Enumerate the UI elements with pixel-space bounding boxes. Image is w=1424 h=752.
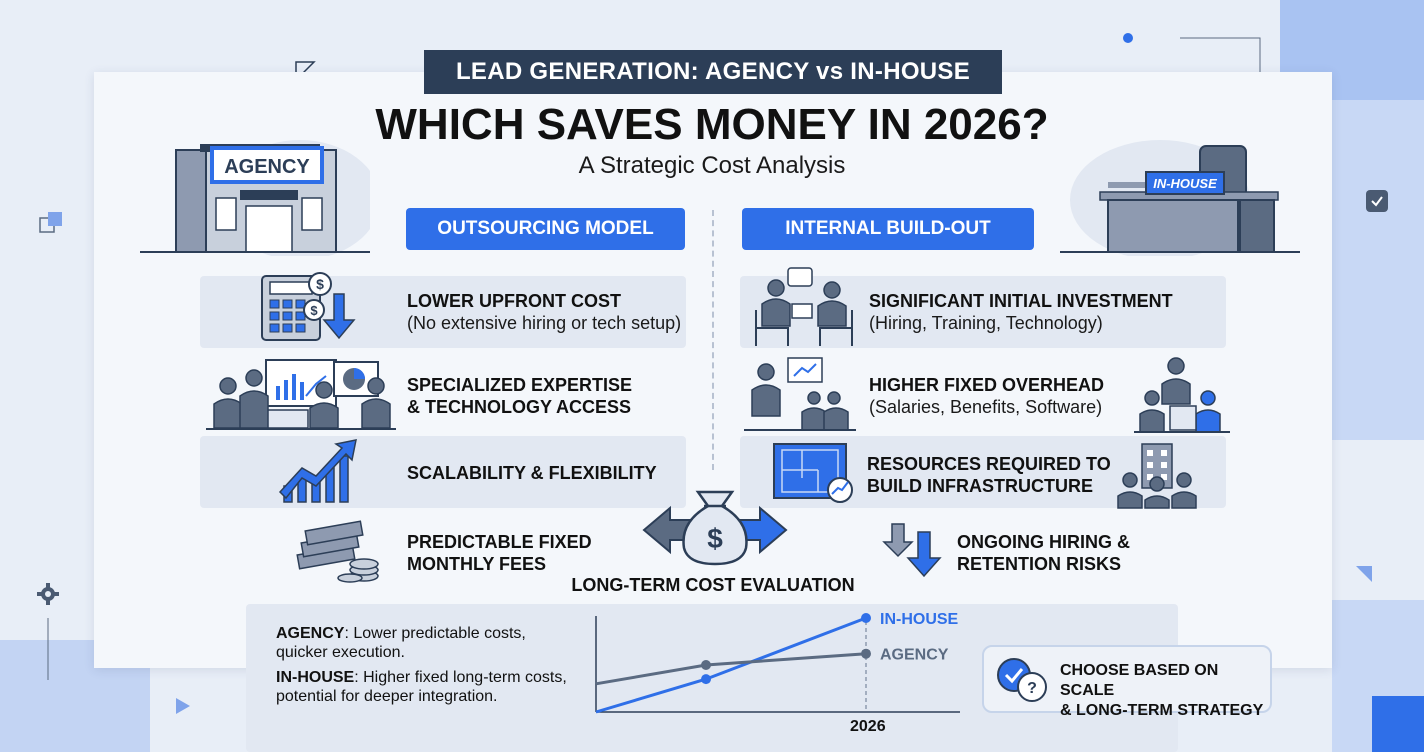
row-title: LOWER UPFRONT COST (407, 291, 621, 311)
x-marker-label: 2026 (850, 718, 886, 735)
agency-summary-text: : Lower predictable costs, quicker execu… (276, 625, 526, 661)
inhouse-row-1-text: SIGNIFICANT INITIAL INVESTMENT (Hiring, … (869, 290, 1173, 334)
choose-strategy-box: ? CHOOSE BASED ON SCALE & LONG-TERM STRA… (982, 645, 1272, 719)
inhouse-summary-label: IN-HOUSE (276, 669, 355, 686)
meeting-icon (744, 357, 856, 431)
row-subtitle: (Hiring, Training, Technology) (869, 313, 1103, 333)
outsourcing-model-pill: OUTSOURCING MODEL (406, 208, 685, 250)
inhouse-summary: IN-HOUSE: Higher fixed long-term costs, … (276, 668, 586, 706)
team-presentation-icon (206, 359, 396, 430)
row-title-line2: BUILD INFRASTRUCTURE (867, 476, 1093, 496)
inhouse-sign: IN-HOUSE (1153, 176, 1217, 191)
series-label-agency: AGENCY (880, 647, 949, 664)
center-divider (712, 210, 714, 470)
cash-stack-icon (296, 520, 379, 583)
data-point-agency (861, 648, 871, 659)
row-title: SCALABILITY & FLEXIBILITY (407, 463, 657, 483)
team-icon (1134, 357, 1230, 433)
row-title: SIGNIFICANT INITIAL INVESTMENT (869, 291, 1173, 311)
interview-icon (755, 267, 853, 346)
row-subtitle: (No extensive hiring or tech setup) (407, 313, 682, 333)
growth-chart-icon (278, 439, 357, 503)
inhouse-row-3-text: RESOURCES REQUIRED TO BUILD INFRASTRUCTU… (867, 453, 1111, 497)
agency-sign: AGENCY (224, 156, 310, 178)
bg-decoration (1332, 100, 1424, 440)
choose-line1: CHOOSE BASED ON SCALE (1060, 662, 1219, 699)
gear-icon[interactable] (36, 582, 60, 606)
money-bag-icon: $ (642, 490, 788, 566)
page-subtitle: A Strategic Cost Analysis (578, 152, 846, 179)
svg-text:$: $ (707, 523, 723, 554)
choose-strategy-text: CHOOSE BASED ON SCALE & LONG-TERM STRATE… (1060, 661, 1270, 721)
page-title: WHICH SAVES MONEY IN 2026? (375, 100, 1049, 149)
agency-row-4-text: PREDICTABLE FIXED MONTHLY FEES (407, 531, 592, 575)
check-question-icon: ? (997, 658, 1047, 702)
row-title-line2: MONTHLY FEES (407, 554, 547, 574)
down-arrows-icon (882, 523, 942, 578)
internal-build-out-pill: INTERNAL BUILD-OUT (742, 208, 1034, 250)
data-point-in-house (861, 613, 871, 623)
svg-text:$: $ (316, 276, 324, 292)
agency-row-3-text: SCALABILITY & FLEXIBILITY (407, 462, 657, 484)
row-title: PREDICTABLE FIXED (407, 532, 592, 552)
series-label-in-house: IN-HOUSE (880, 611, 959, 628)
header-tag: LEAD GENERATION: AGENCY vs IN-HOUSE (424, 50, 1002, 94)
svg-text:$: $ (310, 303, 318, 318)
calculator-icon: $ $ (261, 272, 356, 341)
data-point-in-house (701, 674, 711, 685)
inhouse-row-2-text: HIGHER FIXED OVERHEAD (Salaries, Benefit… (869, 374, 1104, 418)
long-term-cost-evaluation-label: LONG-TERM COST EVALUATION (571, 575, 855, 595)
row-title: HIGHER FIXED OVERHEAD (869, 375, 1105, 395)
inhouse-desk-icon: IN-HOUSE (1060, 140, 1300, 256)
series-line-in-house (595, 616, 867, 714)
inhouse-row-4-text: ONGOING HIRING & RETENTION RISKS (957, 531, 1130, 575)
row-subtitle: (Salaries, Benefits, Software) (869, 397, 1103, 417)
agency-row-2-text: SPECIALIZED EXPERTISE & TECHNOLOGY ACCES… (407, 374, 632, 418)
office-tower-icon (1117, 443, 1197, 509)
checkbox-icon[interactable] (1366, 190, 1388, 212)
choose-line2: & LONG-TERM STRATEGY (1060, 702, 1264, 719)
agency-building-icon: AGENCY (140, 140, 370, 256)
row-title-line2: RETENTION RISKS (957, 554, 1122, 574)
agency-summary-label: AGENCY (276, 625, 345, 642)
data-point-agency (701, 660, 711, 670)
row-title: RESOURCES REQUIRED TO (867, 454, 1111, 474)
inhouse-summary-text: : Higher fixed long-term costs, potentia… (276, 669, 567, 705)
bg-decoration (1372, 696, 1424, 752)
row-title: SPECIALIZED EXPERTISE (407, 375, 633, 395)
agency-summary: AGENCY: Lower predictable costs, quicker… (276, 624, 576, 662)
blueprint-icon (773, 443, 853, 503)
row-title-line2: & TECHNOLOGY ACCESS (407, 397, 632, 417)
row-title: ONGOING HIRING & (957, 532, 1131, 552)
svg-text:?: ? (1027, 680, 1037, 697)
agency-row-1-text: LOWER UPFRONT COST (No extensive hiring … (407, 290, 681, 334)
cost-line-chart: 2026 IN-HOUSE AGENCY (595, 611, 960, 735)
agency-row-3 (200, 436, 686, 508)
